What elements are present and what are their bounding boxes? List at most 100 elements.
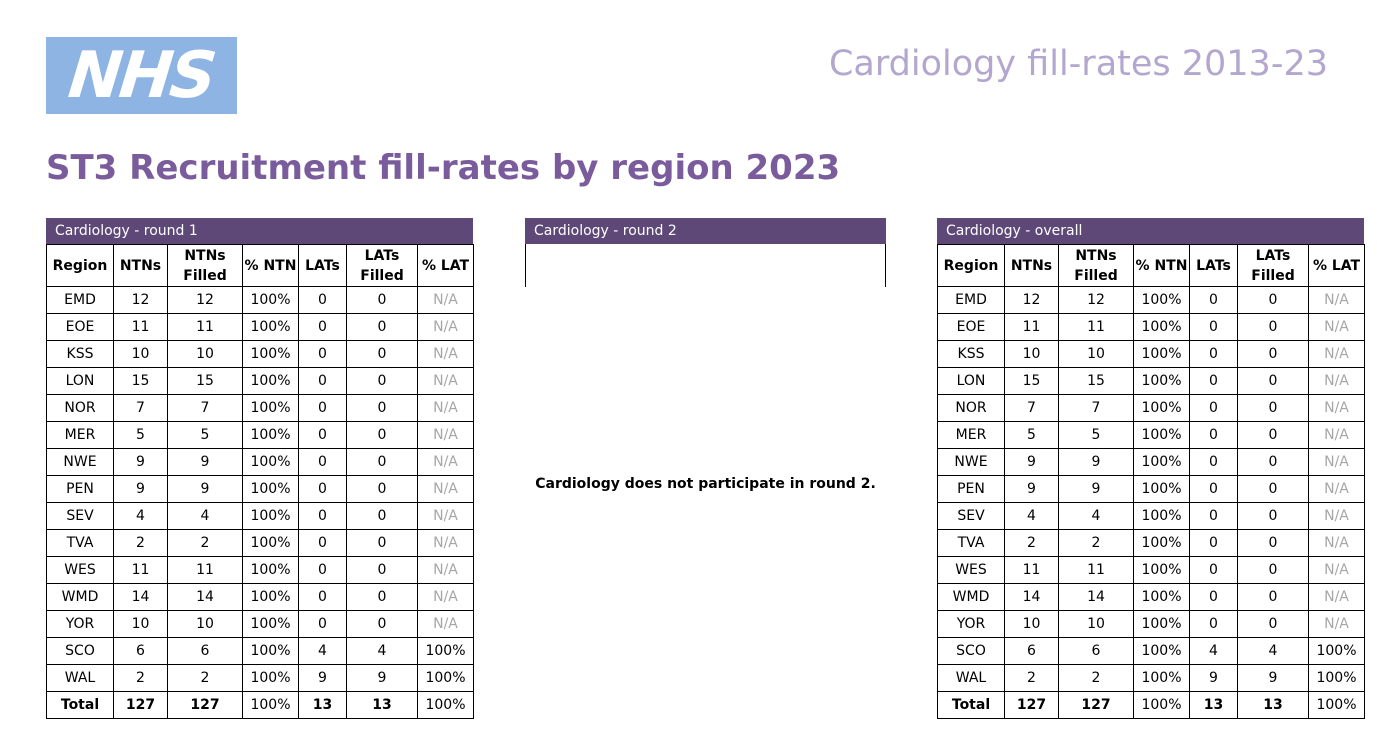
- table-cell: N/A: [417, 448, 474, 476]
- table-cell: 6: [1058, 637, 1134, 665]
- table-cell: 100%: [1308, 637, 1365, 665]
- table-cell: 9: [1189, 664, 1238, 692]
- table-cell: 5: [113, 421, 168, 449]
- table-cell: 100%: [242, 448, 299, 476]
- table-cell: 0: [298, 529, 347, 557]
- table-cell: 0: [346, 421, 418, 449]
- table-cell: SCO: [46, 637, 114, 665]
- total-cell: 127: [1058, 691, 1134, 719]
- table-cell: 14: [1058, 583, 1134, 611]
- table-cell: 11: [113, 313, 168, 341]
- table-cell: LON: [46, 367, 114, 395]
- table-cell: TVA: [46, 529, 114, 557]
- table-cell: 100%: [1133, 637, 1190, 665]
- table-cell: 2: [1004, 664, 1059, 692]
- table-cell: 10: [1004, 610, 1059, 638]
- table-row: WES 11 11 100% 0 0 N/A: [937, 556, 1365, 584]
- table-cell: N/A: [417, 340, 474, 368]
- table-cell: 9: [1058, 475, 1134, 503]
- nhs-logo: NHS: [46, 37, 237, 114]
- table-cell: 0: [298, 367, 347, 395]
- table-cell: 0: [346, 313, 418, 341]
- table-cell: 100%: [242, 394, 299, 422]
- table-cell: MER: [937, 421, 1005, 449]
- table-cell: 4: [167, 502, 243, 530]
- total-cell: 127: [167, 691, 243, 719]
- table-cell: N/A: [417, 367, 474, 395]
- table-cell: N/A: [417, 556, 474, 584]
- table-cell: 11: [1004, 313, 1059, 341]
- table-cell: EOE: [46, 313, 114, 341]
- table-cell: 9: [1004, 475, 1059, 503]
- table-cell: 100%: [242, 475, 299, 503]
- table-cell: N/A: [1308, 448, 1365, 476]
- table-cell: 4: [1004, 502, 1059, 530]
- column-header: LATs: [298, 244, 347, 287]
- table-cell: 0: [1189, 583, 1238, 611]
- table-cell: 0: [1189, 367, 1238, 395]
- table-cell: 12: [167, 286, 243, 314]
- table-cell: 7: [1004, 394, 1059, 422]
- table-cell: 10: [113, 610, 168, 638]
- table-row: EOE 11 11 100% 0 0 N/A: [937, 313, 1365, 341]
- table-cell: 0: [1237, 421, 1309, 449]
- round1-header-row: Region NTNs NTNs Filled% NTN LATs LATs Fille…: [46, 244, 474, 287]
- table-row: LON 15 15 100% 0 0 N/A: [937, 367, 1365, 395]
- column-header: LATs Filled: [346, 244, 418, 287]
- table-cell: 5: [1004, 421, 1059, 449]
- table-cell: YOR: [46, 610, 114, 638]
- table-cell: MER: [46, 421, 114, 449]
- overall-table: Region NTNs NTNs Filled% NTN LATs LATs Fille…: [937, 244, 1365, 719]
- table-cell: 11: [1058, 313, 1134, 341]
- table-cell: 100%: [1133, 286, 1190, 314]
- table-cell: 100%: [1133, 367, 1190, 395]
- table-cell: N/A: [1308, 502, 1365, 530]
- table-row: NWE 9 9 100% 0 0 N/A: [937, 448, 1365, 476]
- table-cell: WAL: [46, 664, 114, 692]
- total-row: Total 127 127 100% 13 13 100%: [937, 691, 1365, 719]
- table-cell: 0: [1237, 394, 1309, 422]
- column-header: LATs: [1189, 244, 1238, 287]
- table-cell: 100%: [1133, 313, 1190, 341]
- table-cell: N/A: [1308, 610, 1365, 638]
- table-cell: 0: [346, 583, 418, 611]
- table-cell: N/A: [417, 421, 474, 449]
- table-cell: 0: [346, 475, 418, 503]
- table-cell: 9: [1058, 448, 1134, 476]
- overall-header-row: Region NTNs NTNs Filled% NTN LATs LATs Fille…: [937, 244, 1365, 287]
- table-cell: 9: [346, 664, 418, 692]
- table-cell: 11: [167, 313, 243, 341]
- table-cell: 10: [1058, 610, 1134, 638]
- table-cell: 0: [1189, 556, 1238, 584]
- table-row: NOR 7 7 100% 0 0 N/A: [46, 394, 474, 422]
- table-cell: 9: [167, 448, 243, 476]
- total-cell: 127: [1004, 691, 1059, 719]
- table-row: WMD 14 14 100% 0 0 N/A: [937, 583, 1365, 611]
- total-row: Total 127 127 100% 13 13 100%: [46, 691, 474, 719]
- table-cell: 100%: [1133, 340, 1190, 368]
- table-cell: N/A: [417, 286, 474, 314]
- table-cell: 7: [113, 394, 168, 422]
- document-title: Cardiology fill-rates 2013-23: [828, 44, 1328, 84]
- table-cell: 12: [113, 286, 168, 314]
- table-cell: 0: [346, 394, 418, 422]
- nhs-logo-text: NHS: [65, 38, 218, 113]
- table-cell: 4: [1058, 502, 1134, 530]
- column-header: Region: [937, 244, 1005, 287]
- table-cell: N/A: [1308, 313, 1365, 341]
- page-title: ST3 Recruitment fill-rates by region 202…: [46, 148, 841, 188]
- table-row: NWE 9 9 100% 0 0 N/A: [46, 448, 474, 476]
- table-cell: 2: [1058, 529, 1134, 557]
- round1-table-title: Cardiology - round 1: [46, 218, 473, 244]
- table-cell: 100%: [1308, 664, 1365, 692]
- table-cell: 11: [1004, 556, 1059, 584]
- table-cell: NWE: [46, 448, 114, 476]
- table-cell: NOR: [937, 394, 1005, 422]
- round2-table-title: Cardiology - round 2: [525, 218, 886, 244]
- table-cell: TVA: [937, 529, 1005, 557]
- column-header: % LAT: [417, 244, 474, 287]
- table-row: KSS 10 10 100% 0 0 N/A: [46, 340, 474, 368]
- round1-table-block: Cardiology - round 1 Region NTNs NTNs Fill…: [46, 218, 474, 719]
- round2-message: Cardiology does not participate in round…: [535, 476, 876, 492]
- table-cell: 0: [298, 448, 347, 476]
